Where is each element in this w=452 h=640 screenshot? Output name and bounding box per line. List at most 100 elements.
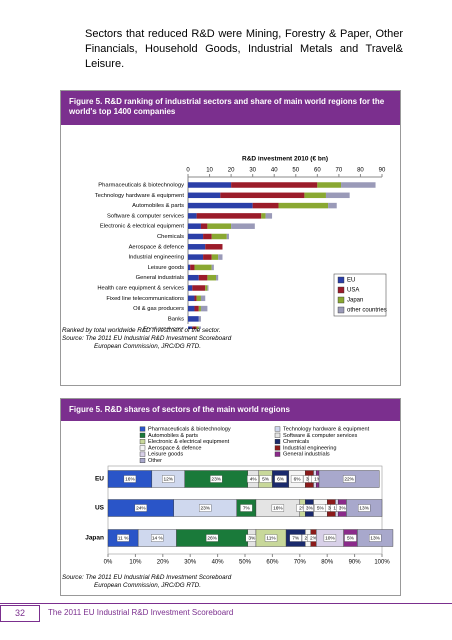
- bar-segment: [188, 182, 232, 188]
- legend-swatch: [337, 306, 345, 314]
- data-label: 6%: [294, 476, 302, 482]
- bar-segment: [188, 264, 191, 271]
- bar-segment: [220, 192, 305, 199]
- label-box: [123, 475, 137, 483]
- data-label: 16%: [273, 505, 283, 511]
- bar-segment: [265, 213, 273, 219]
- data-label: 4%: [250, 476, 258, 482]
- x-tick-label: 20%: [157, 560, 170, 566]
- category-label: Japan: [85, 535, 104, 542]
- legend-swatch: [274, 432, 281, 438]
- legend-swatch: [139, 432, 146, 438]
- bar-segment: [207, 223, 232, 229]
- bar-segment: [188, 192, 221, 199]
- bar-segment: [205, 285, 208, 291]
- data-label: 11%: [266, 535, 276, 541]
- bar-segment: [188, 202, 253, 209]
- bar-segment: [198, 274, 208, 281]
- figure-title: Figure 5. R&D ranking of industrial sect…: [61, 91, 400, 125]
- category-label: Technology hardware & equipment: [95, 193, 185, 199]
- bar-segment: [211, 254, 219, 260]
- legend-label: EU: [347, 278, 355, 284]
- data-label: 2%: [299, 505, 307, 511]
- legend-label: Aerospace & defence: [148, 445, 202, 451]
- legend-swatch: [274, 451, 281, 457]
- footer-rule: [0, 603, 452, 604]
- label-box: [199, 504, 212, 512]
- bar-segment: [200, 305, 208, 312]
- category-label: General industrials: [136, 275, 184, 281]
- data-label: 3%: [339, 505, 347, 511]
- bar-segment: [188, 233, 204, 240]
- legend-swatch: [337, 276, 345, 284]
- bar-segment: [194, 305, 199, 312]
- data-label: 12%: [163, 476, 173, 482]
- bar-segment: [261, 213, 266, 219]
- bar-segment: [200, 295, 206, 302]
- bar-segment: [188, 285, 193, 291]
- axis-title: R&D investment 2010 (€ bn): [242, 156, 328, 163]
- category-label: Software & computer services: [107, 213, 184, 219]
- data-label: 16%: [125, 476, 135, 482]
- label-box: [290, 475, 304, 483]
- note-line: Ranked by total worldwide R&D investment…: [62, 327, 221, 334]
- x-tick-label: 90: [379, 168, 386, 174]
- bar-segment: [328, 202, 337, 209]
- label-box: [205, 534, 219, 542]
- bar-segment: [188, 316, 199, 322]
- bar-segment: [188, 295, 195, 302]
- bar-segment: [216, 274, 219, 281]
- bar-segment: [325, 192, 350, 199]
- bar-segment: [198, 305, 201, 312]
- data-label: 23%: [200, 505, 210, 511]
- x-tick-label: 40: [271, 168, 278, 174]
- label-box: [162, 475, 175, 483]
- legend-swatch: [139, 439, 146, 445]
- bar-segment: [198, 316, 201, 322]
- bar-segment: [194, 264, 212, 271]
- bar-segment: [207, 274, 217, 281]
- category-label: Industrial engineering: [129, 255, 184, 261]
- data-label: 23%: [211, 476, 221, 482]
- label-box: [342, 475, 356, 483]
- bar-segment: [205, 244, 223, 250]
- x-tick-label: 20: [228, 168, 235, 174]
- label-box: [323, 534, 337, 542]
- bar-segment: [341, 182, 376, 188]
- chart-2: Pharmaceuticals & biotechnology Technolog…: [85, 426, 394, 566]
- x-tick-label: 70: [336, 168, 343, 174]
- legend-label: USA: [347, 288, 359, 294]
- category-label: Electronic & electrical equipment: [100, 224, 184, 230]
- category-label: Oil & gas producers: [133, 306, 184, 312]
- x-tick-label: 10%: [129, 560, 142, 566]
- category-label: Chemicals: [157, 234, 184, 240]
- x-tick-label: 80: [357, 168, 364, 174]
- bar-segment: [188, 244, 206, 250]
- note-line: Source: The 2011 EU Industrial R&D Inves…: [62, 334, 232, 342]
- data-label: 14 %: [152, 535, 164, 541]
- legend-label: Other: [148, 458, 162, 464]
- data-label: 24%: [136, 505, 146, 511]
- bar-segment: [190, 264, 195, 271]
- x-tick-label: 60%: [266, 560, 279, 566]
- label-box: [289, 534, 302, 542]
- bar-segment: [317, 182, 342, 188]
- data-label: 22%: [344, 476, 354, 482]
- category-label: Aerospace & defence: [129, 244, 184, 250]
- x-tick-label: 100%: [374, 560, 390, 566]
- bar-segment: [278, 202, 329, 209]
- category-label: EU: [95, 476, 104, 483]
- data-label: 5%: [347, 535, 355, 541]
- figure-notes: Ranked by total worldwide R&D investment…: [62, 327, 231, 351]
- legend-label: Technology hardware & equipment: [283, 426, 370, 432]
- legend-label: Leisure goods: [148, 452, 183, 458]
- figure-title: Figure 5. R&D shares of sectors of the m…: [61, 399, 400, 421]
- bar-segment: [196, 326, 199, 329]
- legend-swatch: [274, 445, 281, 451]
- legend-swatch: [337, 286, 345, 294]
- figure-box: [60, 90, 401, 386]
- data-label: 1%: [314, 476, 322, 482]
- data-label: 11 %: [118, 535, 129, 541]
- category-label: Pharmaceuticals & biotechnology: [98, 183, 184, 189]
- bar-segment: [192, 285, 206, 291]
